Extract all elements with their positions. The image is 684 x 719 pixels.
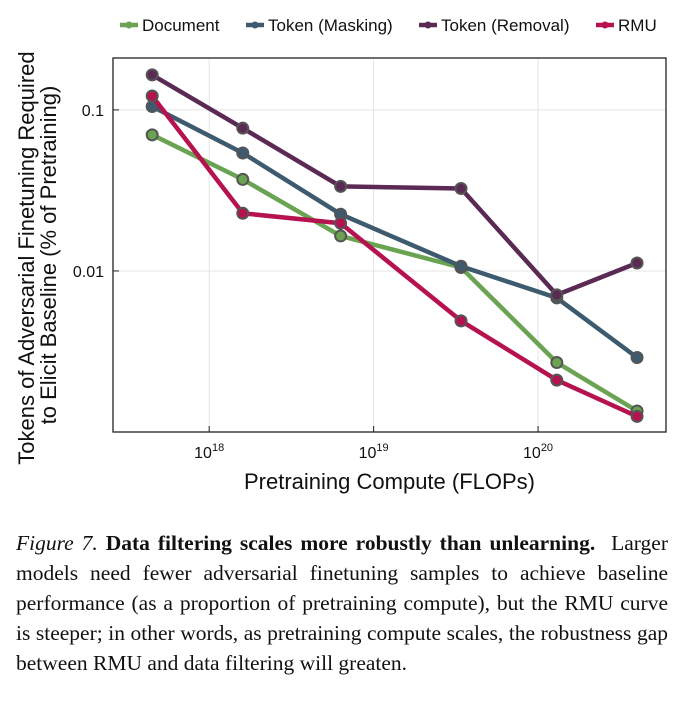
chart: Document Token (Masking) Token (Removal) RM… [14, 16, 667, 494]
data-point-document [550, 356, 564, 370]
legend-item-document: Document [120, 16, 220, 35]
series-line-rmu [149, 93, 640, 419]
data-point-rmu [550, 373, 564, 387]
data-point-token-removal [550, 288, 564, 302]
legend-label: Document [142, 16, 220, 35]
data-point-rmu [454, 314, 468, 328]
data-point-rmu [236, 206, 250, 220]
data-point-token-masking [630, 351, 644, 365]
legend-swatch-marker [424, 21, 432, 29]
series-document [145, 128, 644, 418]
series-rmu [145, 89, 644, 423]
x-tick-label: 1018 [194, 442, 224, 462]
legend-item-token-removal: Token (Removal) [419, 16, 570, 35]
data-point-token-masking [454, 259, 468, 273]
legend-item-rmu: RMU [596, 16, 657, 35]
series-layer [145, 68, 644, 423]
axis-ticks: 1018 1019 1020 0.1 0.01 [73, 103, 553, 462]
y-axis-label-line-2: to Elicit Baseline (% of Pretraining) [36, 86, 61, 425]
legend-label: RMU [618, 16, 657, 35]
y-axis-label: Tokens of Adversarial Finetuning Require… [14, 45, 61, 464]
data-point-token-masking [236, 146, 250, 160]
data-point-token-removal [454, 182, 468, 196]
legend-swatch-marker [125, 21, 133, 29]
x-axis-label: Pretraining Compute (FLOPs) [244, 469, 535, 494]
caption-label: Figure 7. [16, 531, 98, 555]
data-point-document [145, 128, 159, 142]
legend-label: Token (Masking) [268, 16, 393, 35]
data-point-document [334, 229, 348, 243]
y-axis-label-line-1: Tokens of Adversarial Finetuning Require… [14, 51, 39, 464]
series-line-token-removal [149, 72, 640, 298]
x-tick-label: 1019 [359, 442, 389, 462]
data-point-token-removal [334, 179, 348, 193]
y-tick-label: 0.01 [73, 264, 104, 281]
data-point-token-removal [630, 256, 644, 270]
legend-label: Token (Removal) [441, 16, 570, 35]
data-point-document [236, 172, 250, 186]
plot-frame [112, 57, 667, 433]
caption-body: Larger models need fewer adversarial fin… [16, 531, 669, 675]
data-point-rmu [630, 409, 644, 423]
legend: Document Token (Masking) Token (Removal) RM… [120, 16, 657, 35]
legend-swatch-marker [601, 21, 609, 29]
legend-swatch-marker [251, 21, 259, 29]
data-point-token-removal [236, 121, 250, 135]
figure-caption: Figure 7. Data filtering scales more rob… [16, 528, 668, 678]
legend-item-token-masking: Token (Masking) [246, 16, 393, 35]
series-line-document [149, 132, 640, 414]
y-tick-label: 0.1 [82, 103, 104, 120]
series-token-masking [145, 99, 644, 365]
data-point-rmu [145, 89, 159, 103]
series-line-token-masking [149, 104, 640, 360]
data-point-token-removal [145, 68, 159, 82]
caption-title: Data filtering scales more robustly than… [105, 531, 596, 555]
x-tick-label: 1020 [523, 442, 553, 462]
data-point-rmu [334, 216, 348, 230]
series-token-removal [145, 68, 644, 302]
